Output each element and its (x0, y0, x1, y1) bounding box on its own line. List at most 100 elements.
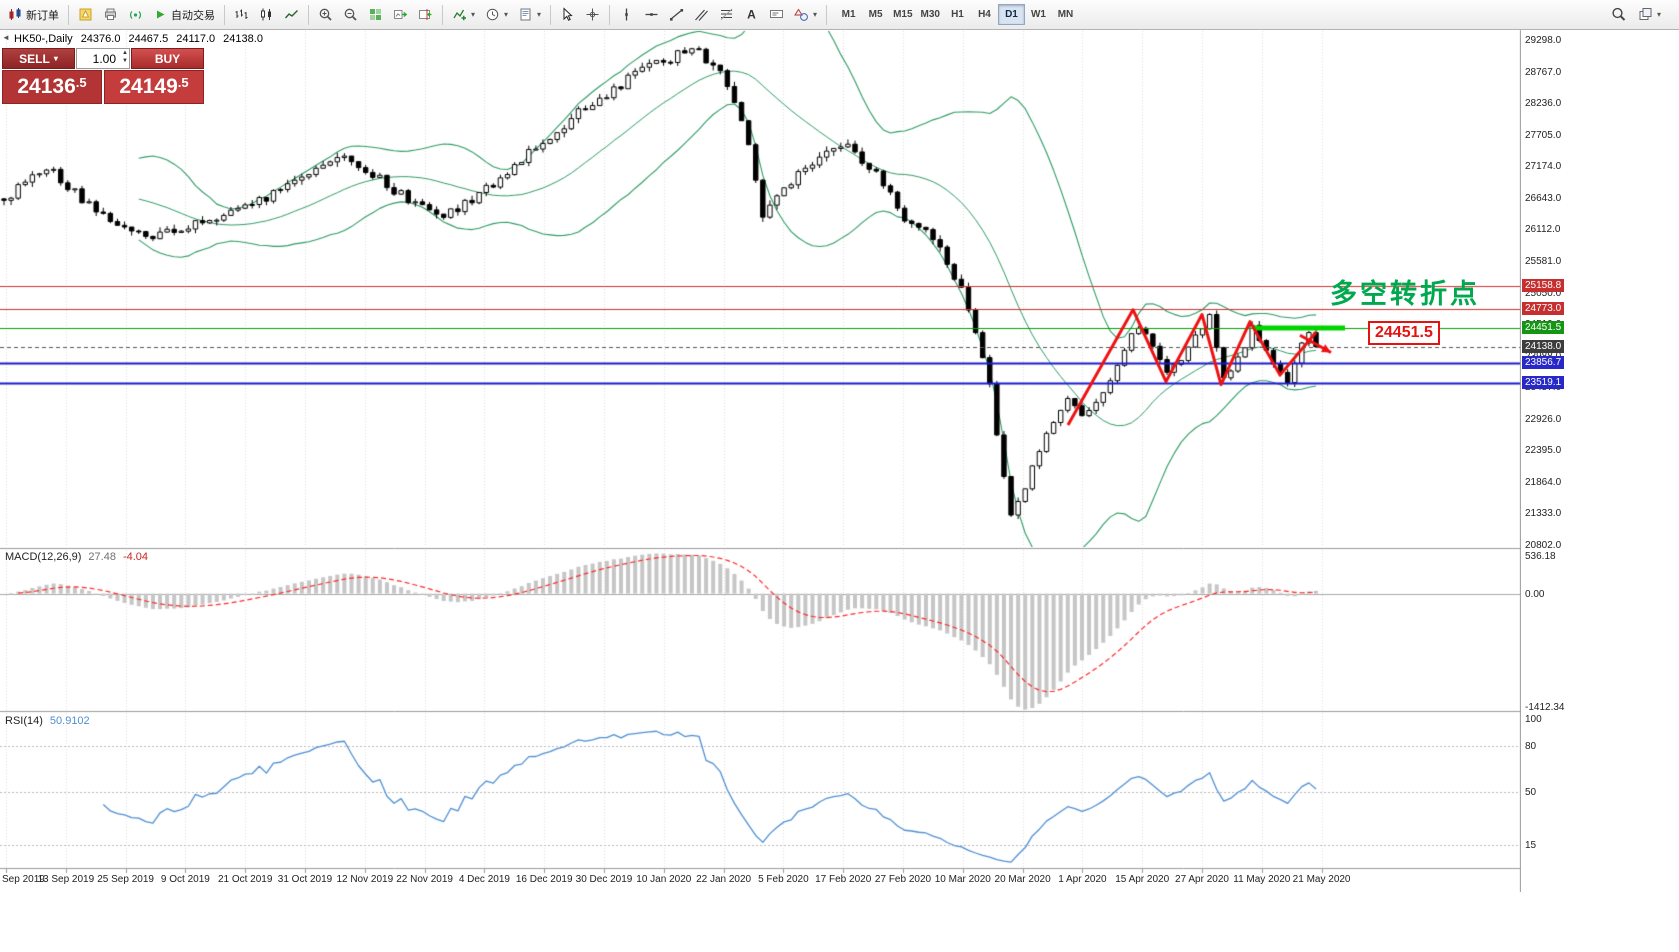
ohlc-quote-bar: HK50-,Daily 24376.0 24467.5 24117.0 2413… (14, 33, 263, 45)
play-icon (157, 10, 165, 19)
dropdown-arrow-icon: ▾ (1656, 10, 1661, 19)
signal-icon (130, 11, 141, 19)
template-icon (520, 8, 531, 21)
price-axis-label: 21864.0 (1525, 476, 1562, 488)
zoom-out-button[interactable] (338, 3, 363, 27)
price-axis-label: 26112.0 (1525, 224, 1561, 236)
periods-button[interactable]: ▾ (480, 3, 513, 27)
timeframe-d1[interactable]: D1 (997, 4, 1025, 25)
cursor-button[interactable] (555, 3, 580, 27)
date-label: 31 Oct 2019 (277, 874, 333, 885)
search-button[interactable] (1606, 3, 1631, 27)
price-marker-24773.0: 24773.0 (1522, 301, 1565, 315)
price-axis-label: 27174.0 (1525, 161, 1562, 173)
sell-price-box[interactable]: 24136 .5 (2, 70, 102, 104)
dropdown-arrow-icon: ▾ (537, 10, 542, 19)
price-axis-label: 28236.0 (1525, 98, 1562, 110)
widget-collapse-icon[interactable]: ◄ (2, 33, 10, 42)
price-marker-25158.8: 25158.8 (1522, 279, 1565, 293)
candlestick-chart-button[interactable] (254, 3, 279, 27)
indicators-icon (453, 9, 466, 21)
open-value: 24376.0 (80, 33, 121, 45)
buy-price-frac: .5 (177, 75, 189, 90)
date-label: 20 Mar 2020 (994, 874, 1051, 885)
timeframe-m30[interactable]: M30 (917, 4, 944, 25)
volume-input[interactable]: 1.00 ▲ ▼ (76, 48, 130, 69)
windows-icon (1639, 8, 1652, 20)
horizontal-line-button[interactable] (639, 3, 664, 27)
timeframe-h1[interactable]: H1 (944, 4, 971, 25)
autoscroll-icon (394, 10, 408, 19)
auto-scroll-button[interactable] (388, 3, 413, 27)
chart-shift-button[interactable] (413, 3, 438, 27)
crosshair-button[interactable] (580, 3, 605, 27)
bar-chart-button[interactable] (229, 3, 254, 27)
close-value: 24138.0 (223, 33, 263, 45)
sell-price-frac: .5 (75, 75, 87, 90)
sell-dropdown-icon[interactable]: ▾ (53, 54, 58, 63)
dropdown-arrow-icon: ▾ (471, 10, 476, 19)
grid-icon (370, 9, 381, 20)
clock-icon (486, 8, 499, 21)
timeframe-group: M1 M5 M15 M30 H1 H4 D1 W1 MN (835, 4, 1079, 25)
price-axis-label: 27705.0 (1525, 129, 1562, 141)
macd-axis-label: 536.18 (1525, 551, 1556, 562)
indicators-button[interactable]: ▾ (447, 3, 480, 27)
zoom-in-button[interactable] (313, 3, 338, 27)
autotrading-button[interactable]: 自动交易 (148, 3, 220, 27)
price-axis[interactable]: 29298.0 28767.0 28236.0 27705.0 27174.0 26643… (1521, 0, 1578, 892)
sell-button[interactable]: SELL ▾ (2, 48, 75, 69)
price-axis-label: 29298.0 (1525, 35, 1562, 46)
price-axis-label: 28767.0 (1525, 66, 1562, 78)
tile-windows-button[interactable] (363, 3, 388, 27)
equidistant-channel-button[interactable] (689, 3, 714, 27)
buy-price-box[interactable]: 24149 .5 (104, 70, 204, 104)
macd-main-value: 27.48 (88, 551, 116, 563)
vertical-line-button[interactable] (614, 3, 639, 27)
price-axis-label: 25581.0 (1525, 255, 1562, 267)
channel-icon (695, 9, 708, 21)
timeframe-mn[interactable]: MN (1052, 4, 1079, 25)
date-label: 22 Nov 2019 (396, 874, 453, 885)
timeframe-w1[interactable]: W1 (1025, 4, 1052, 25)
print-button[interactable] (98, 3, 123, 27)
fibonacci-button[interactable] (714, 3, 739, 27)
zoom-out-icon (344, 8, 357, 21)
timeframe-m1[interactable]: M1 (835, 4, 862, 25)
high-value: 24467.5 (128, 33, 169, 45)
timeframe-m15[interactable]: M15 (889, 4, 916, 25)
autotrading-button-label: 自动交易 (171, 9, 215, 22)
metaeditor-button[interactable] (73, 3, 98, 27)
timeframe-m5[interactable]: M5 (862, 4, 889, 25)
text-icon: A (747, 8, 756, 22)
price-axis-label: 22926.0 (1525, 413, 1562, 425)
date-label: 11 May 2020 (1233, 874, 1291, 885)
text-button[interactable]: A (739, 3, 764, 27)
sell-label: SELL (19, 51, 50, 66)
date-axis[interactable]: Sep 2019 13 Sep 2019 25 Sep 2019 9 Oct 2019… (0, 870, 1521, 892)
line-chart-button[interactable] (279, 3, 304, 27)
symbol-period-label: HK50-,Daily (14, 33, 73, 45)
text-label-button[interactable] (764, 3, 789, 27)
editor-icon (79, 8, 92, 21)
templates-button[interactable]: ▾ (513, 3, 546, 27)
trendline-button[interactable] (664, 3, 689, 27)
macd-indicator-label: MACD(12,26,9) 27.48 -4.04 (5, 551, 148, 563)
timeframe-h4[interactable]: H4 (971, 4, 998, 25)
hline-icon (645, 13, 658, 16)
rsi-axis-label: 15 (1525, 840, 1537, 852)
new-order-button[interactable]: 新订单 (3, 3, 64, 27)
arrows-shapes-button[interactable]: ▾ (789, 3, 822, 27)
macd-axis-label: -1412.34 (1525, 702, 1565, 713)
rsi-axis-label: 50 (1525, 787, 1537, 798)
rsi-name: RSI(14) (5, 715, 43, 727)
signal-button[interactable] (123, 3, 148, 27)
buy-button[interactable]: BUY (131, 48, 204, 69)
toolbar-separator (224, 4, 225, 25)
search-icon (1612, 7, 1626, 21)
label-icon (770, 10, 784, 18)
new-window-button[interactable]: ▾ (1633, 3, 1666, 27)
volume-stepper[interactable]: ▲ ▼ (122, 49, 128, 65)
